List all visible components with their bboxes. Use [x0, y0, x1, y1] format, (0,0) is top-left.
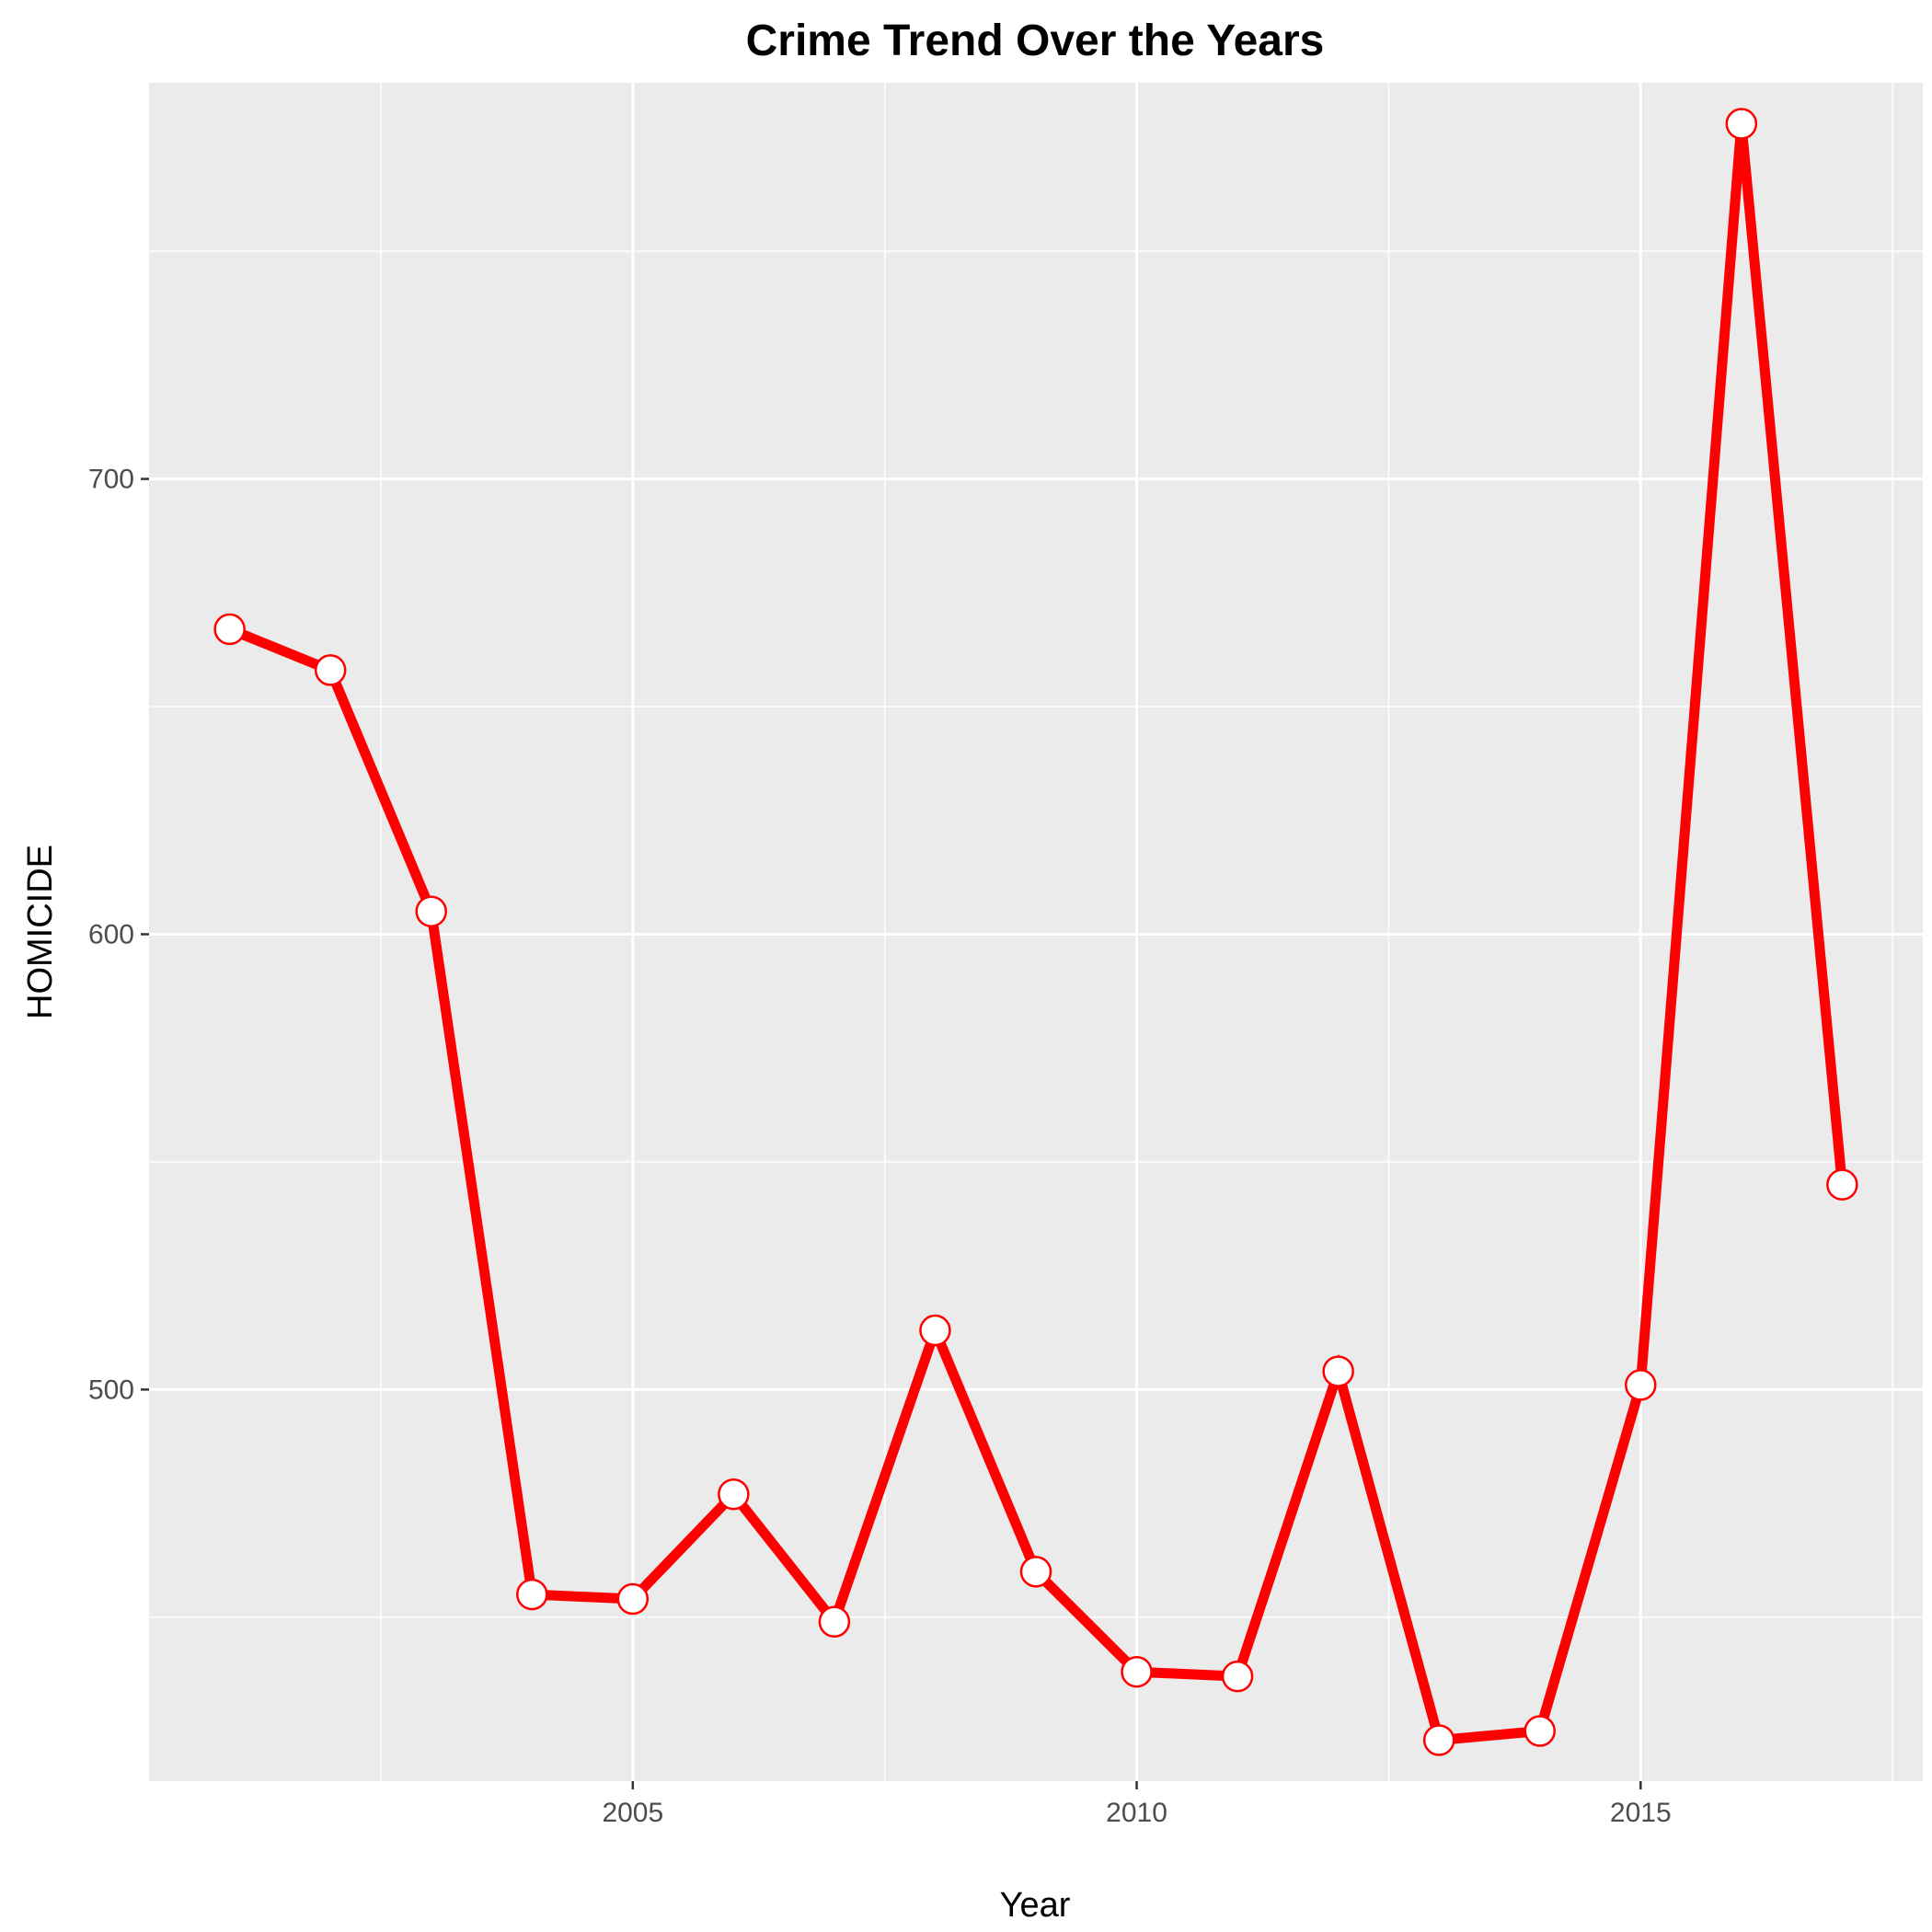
- y-tick-label: 600: [88, 919, 134, 949]
- data-point: [1524, 1715, 1556, 1747]
- minor-grid: [149, 83, 1923, 1781]
- data-point: [1221, 1660, 1254, 1693]
- x-tick-label: 2015: [1610, 1798, 1672, 1828]
- data-point: [213, 613, 246, 646]
- x-axis-title: Year: [1000, 1886, 1071, 1925]
- x-tick-label: 2010: [1106, 1798, 1167, 1828]
- points-layer: [213, 108, 1858, 1756]
- y-tick-label: 500: [88, 1374, 134, 1405]
- data-point: [1725, 108, 1758, 140]
- plot-panel: [149, 83, 1923, 1781]
- x-tick-label: 2005: [602, 1798, 663, 1828]
- data-point: [516, 1578, 548, 1611]
- major-grid: [149, 83, 1923, 1781]
- data-point: [314, 654, 347, 686]
- chart-title: Crime Trend Over the Years: [746, 17, 1325, 65]
- y-tick-label: 700: [88, 465, 134, 495]
- data-point: [718, 1478, 750, 1511]
- data-point: [616, 1582, 650, 1616]
- data-point: [415, 895, 447, 927]
- data-point: [1625, 1369, 1657, 1401]
- data-point: [1322, 1355, 1354, 1387]
- x-axis-ticks: 2005 2010 2015: [602, 1781, 1672, 1828]
- data-point: [818, 1605, 851, 1639]
- y-axis-title: HOMICIDE: [21, 845, 60, 1019]
- data-point: [1826, 1168, 1858, 1201]
- data-point: [1422, 1724, 1455, 1756]
- y-axis-ticks: 500 600 700: [88, 465, 149, 1405]
- data-point: [1121, 1655, 1153, 1688]
- data-point: [1019, 1556, 1052, 1588]
- data-point: [919, 1314, 951, 1347]
